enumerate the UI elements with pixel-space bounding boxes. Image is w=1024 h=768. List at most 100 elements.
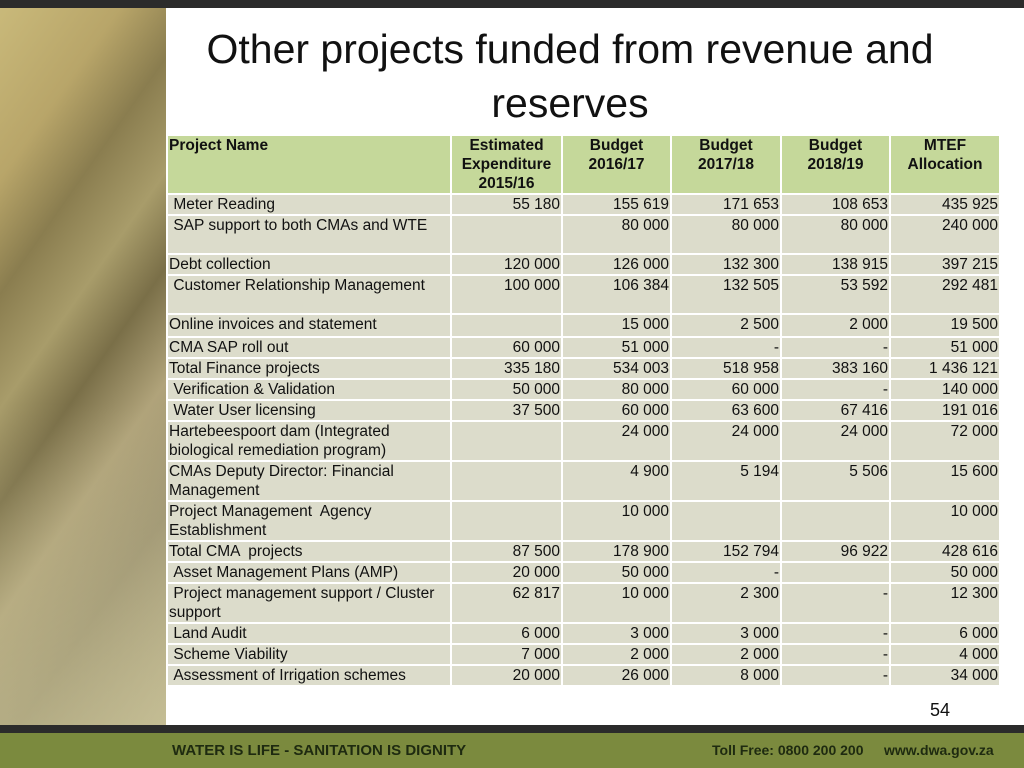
table-row: Customer Relationship Management 100 000 1… xyxy=(166,274,1001,315)
amount-cell: 15 600 xyxy=(889,460,1001,502)
amount-cell: 428 616 xyxy=(889,540,1001,563)
amount-cell: 2 300 xyxy=(670,582,782,624)
amount-cell: 15 000 xyxy=(561,313,672,338)
amount-cell: - xyxy=(780,622,891,645)
amount-cell: 4 000 xyxy=(889,643,1001,666)
project-name: Assessment of Irrigation schemes xyxy=(166,664,452,687)
column-header: Budget 2016/17 xyxy=(561,134,672,195)
top-bar xyxy=(0,0,1024,8)
amount-cell: 132 505 xyxy=(670,274,782,315)
slogan: WATER IS LIFE - SANITATION IS DIGNITY xyxy=(172,742,467,759)
column-header: Project Name xyxy=(166,134,452,195)
amount-cell: 20 000 xyxy=(450,561,563,584)
amount-cell: 518 958 xyxy=(670,357,782,380)
column-header: MTEF Allocation xyxy=(889,134,1001,195)
project-name: Water User licensing xyxy=(166,399,452,422)
amount-cell: 5 506 xyxy=(780,460,891,502)
amount-cell: 24 000 xyxy=(670,420,782,462)
amount-cell: 140 000 xyxy=(889,378,1001,401)
amount-cell: 24 000 xyxy=(780,420,891,462)
amount-cell: 51 000 xyxy=(561,336,672,359)
amount-cell: 80 000 xyxy=(780,214,891,255)
amount-cell: 12 300 xyxy=(889,582,1001,624)
slide-title: Other projects funded from revenue and r… xyxy=(206,26,934,126)
project-name: CMAs Deputy Director: Financial Manageme… xyxy=(166,460,452,502)
amount-cell: 8 000 xyxy=(670,664,782,687)
amount-cell xyxy=(450,214,563,255)
amount-cell: 53 592 xyxy=(780,274,891,315)
amount-cell xyxy=(450,460,563,502)
amount-cell xyxy=(450,500,563,542)
table-row: Water User licensing 37 500 60 000 63 600 67… xyxy=(166,399,1001,422)
amount-cell: 292 481 xyxy=(889,274,1001,315)
page-number: 54 xyxy=(930,700,951,720)
amount-cell: 10 000 xyxy=(889,500,1001,542)
project-name: Project Management Agency Establishment xyxy=(166,500,452,542)
amount-cell: 132 300 xyxy=(670,253,782,276)
amount-cell: 138 915 xyxy=(780,253,891,276)
amount-cell: 4 900 xyxy=(561,460,672,502)
project-name: Asset Management Plans (AMP) xyxy=(166,561,452,584)
amount-cell xyxy=(780,500,891,542)
amount-cell: 126 000 xyxy=(561,253,672,276)
amount-cell: 178 900 xyxy=(561,540,672,563)
project-name: Online invoices and statement xyxy=(166,313,452,338)
project-name: Land Audit xyxy=(166,622,452,645)
table-row: Assessment of Irrigation schemes 20 000 26… xyxy=(166,664,1001,687)
amount-cell: 397 215 xyxy=(889,253,1001,276)
budget-table: Project Name Estimated Expenditure 2015/1… xyxy=(166,134,1001,687)
amount-cell: 2 000 xyxy=(670,643,782,666)
project-name: Total CMA projects xyxy=(166,540,452,563)
table-row: CMA SAP roll out 60 000 51 000- -51 000 xyxy=(166,336,1001,359)
amount-cell: 7 000 xyxy=(450,643,563,666)
side-photo xyxy=(0,8,166,725)
amount-cell: 62 817 xyxy=(450,582,563,624)
table-row: Debt collection 120 000 126 000 132 300 138 … xyxy=(166,253,1001,276)
amount-cell: 2 500 xyxy=(670,313,782,338)
amount-cell: 63 600 xyxy=(670,399,782,422)
amount-cell: 80 000 xyxy=(561,378,672,401)
project-name: Meter Reading xyxy=(166,193,452,216)
amount-cell: 60 000 xyxy=(561,399,672,422)
amount-cell: 72 000 xyxy=(889,420,1001,462)
amount-cell xyxy=(670,500,782,542)
table-row: Verification & Validation 50 000 80 000 60 … xyxy=(166,378,1001,401)
project-name: Customer Relationship Management xyxy=(166,274,452,315)
amount-cell: 2 000 xyxy=(561,643,672,666)
project-name: SAP support to both CMAs and WTE xyxy=(166,214,452,255)
amount-cell: 67 416 xyxy=(780,399,891,422)
amount-cell: 26 000 xyxy=(561,664,672,687)
amount-cell xyxy=(780,561,891,584)
amount-cell: 534 003 xyxy=(561,357,672,380)
amount-cell: - xyxy=(670,336,782,359)
table-row: Land Audit 6 000 3 000 3 000-6 000 xyxy=(166,622,1001,645)
amount-cell: - xyxy=(670,561,782,584)
amount-cell: 2 000 xyxy=(780,313,891,338)
amount-cell: 50 000 xyxy=(561,561,672,584)
amount-cell: 34 000 xyxy=(889,664,1001,687)
amount-cell: 87 500 xyxy=(450,540,563,563)
amount-cell: 51 000 xyxy=(889,336,1001,359)
amount-cell: 106 384 xyxy=(561,274,672,315)
amount-cell: 335 180 xyxy=(450,357,563,380)
amount-cell: 155 619 xyxy=(561,193,672,216)
toll-free: Toll Free: 0800 200 200 xyxy=(712,742,864,758)
table-row: Project management support / Cluster sup… xyxy=(166,582,1001,624)
amount-cell: 3 000 xyxy=(670,622,782,645)
amount-cell: - xyxy=(780,336,891,359)
footer-band xyxy=(0,725,1024,733)
amount-cell: 37 500 xyxy=(450,399,563,422)
amount-cell: 3 000 xyxy=(561,622,672,645)
project-name: CMA SAP roll out xyxy=(166,336,452,359)
table-row: SAP support to both CMAs and WTE 80 000 80… xyxy=(166,214,1001,255)
amount-cell: - xyxy=(780,378,891,401)
amount-cell xyxy=(450,420,563,462)
table-row: Meter Reading 55 180 155 619 171 653 108 653… xyxy=(166,193,1001,216)
amount-cell: 171 653 xyxy=(670,193,782,216)
table-row: Hartebeespoort dam (Integrated biologica… xyxy=(166,420,1001,462)
amount-cell: 191 016 xyxy=(889,399,1001,422)
amount-cell: 50 000 xyxy=(450,378,563,401)
table-row: CMAs Deputy Director: Financial Manageme… xyxy=(166,460,1001,502)
amount-cell: - xyxy=(780,643,891,666)
